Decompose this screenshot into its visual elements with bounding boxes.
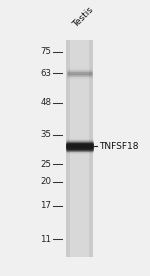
Text: 75: 75 (40, 47, 51, 56)
Text: TNFSF18: TNFSF18 (99, 142, 138, 151)
Bar (66, 40, 93, 257)
Text: 35: 35 (40, 130, 51, 139)
Text: Testis: Testis (72, 5, 96, 29)
Text: 63: 63 (40, 69, 51, 78)
Text: 48: 48 (40, 98, 51, 107)
Text: 11: 11 (40, 235, 51, 244)
Text: 17: 17 (40, 201, 51, 210)
Bar (70, 40, 89, 257)
Text: 20: 20 (40, 177, 51, 186)
Text: 25: 25 (40, 160, 51, 169)
